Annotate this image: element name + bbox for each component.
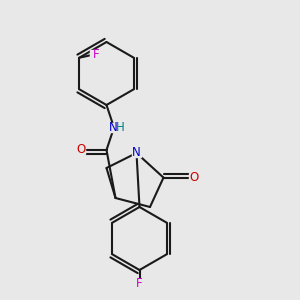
Bar — [132, 149, 141, 157]
Bar — [189, 173, 198, 182]
Text: O: O — [76, 143, 85, 157]
Text: N: N — [132, 146, 141, 160]
Text: N: N — [109, 121, 118, 134]
Bar — [135, 279, 144, 288]
Bar — [106, 123, 122, 132]
Bar — [90, 50, 101, 59]
Text: H: H — [116, 121, 125, 134]
Text: F: F — [136, 277, 143, 290]
Bar — [76, 146, 85, 154]
Text: O: O — [189, 171, 198, 184]
Text: F: F — [92, 48, 99, 61]
